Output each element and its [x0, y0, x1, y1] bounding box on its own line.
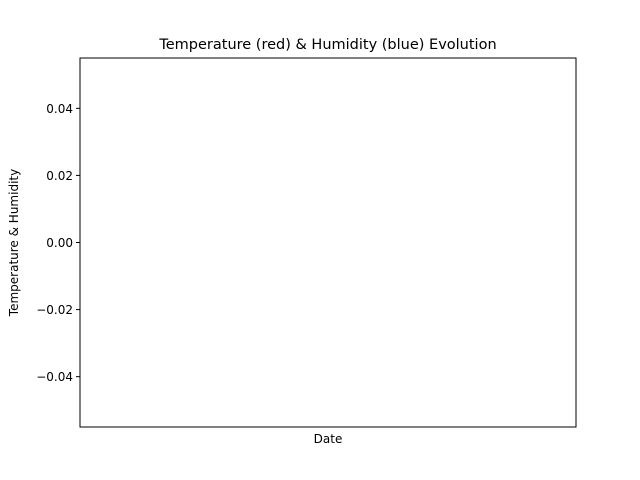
y-tick-label: 0.04: [46, 102, 73, 116]
y-axis-ticks: 0.04 0.02 0.00 −0.02 −0.04: [36, 102, 80, 384]
y-tick-label: −0.02: [36, 303, 73, 317]
y-axis-label: Temperature & Humidity: [7, 169, 21, 317]
x-axis-label: Date: [314, 432, 343, 446]
chart-title: Temperature (red) & Humidity (blue) Evol…: [158, 37, 496, 53]
y-tick-label: 0.00: [46, 236, 73, 250]
y-tick-label: 0.02: [46, 169, 73, 183]
y-tick-label: −0.04: [36, 370, 73, 384]
plot-area: [79, 57, 577, 428]
